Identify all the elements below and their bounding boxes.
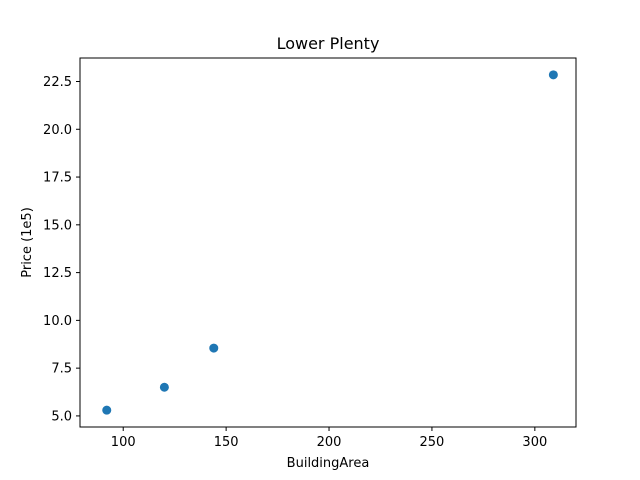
y-tick-label: 5.0 [51,409,72,424]
scatter-point [209,343,219,353]
y-tick-label: 20.0 [43,123,72,138]
y-axis: 5.0 7.5 10.0 12.5 15.0 17.5 20.0 22.5 [43,75,80,424]
y-tick-label: 10.0 [43,314,72,329]
x-tick-label: 300 [522,435,547,450]
y-tick-label: 12.5 [43,266,72,281]
scatter-point [548,70,558,80]
scatter-point [159,382,169,392]
axes-frame [79,57,577,428]
y-tick-label: 22.5 [43,75,72,90]
x-axis: 100 150 200 250 300 [111,427,547,450]
plot-area [102,70,558,415]
x-tick-label: 100 [111,435,136,450]
x-tick-label: 250 [420,435,445,450]
y-tick-label: 17.5 [43,171,72,186]
y-tick-label: 15.0 [43,218,72,233]
x-tick-label: 200 [317,435,342,450]
x-axis-label: BuildingArea [287,456,370,471]
scatter-point [102,405,112,415]
y-tick-label: 7.5 [51,362,72,377]
x-tick-label: 150 [214,435,239,450]
y-axis-label: Price (1e5) [20,207,35,278]
chart-title: Lower Plenty [277,34,380,53]
